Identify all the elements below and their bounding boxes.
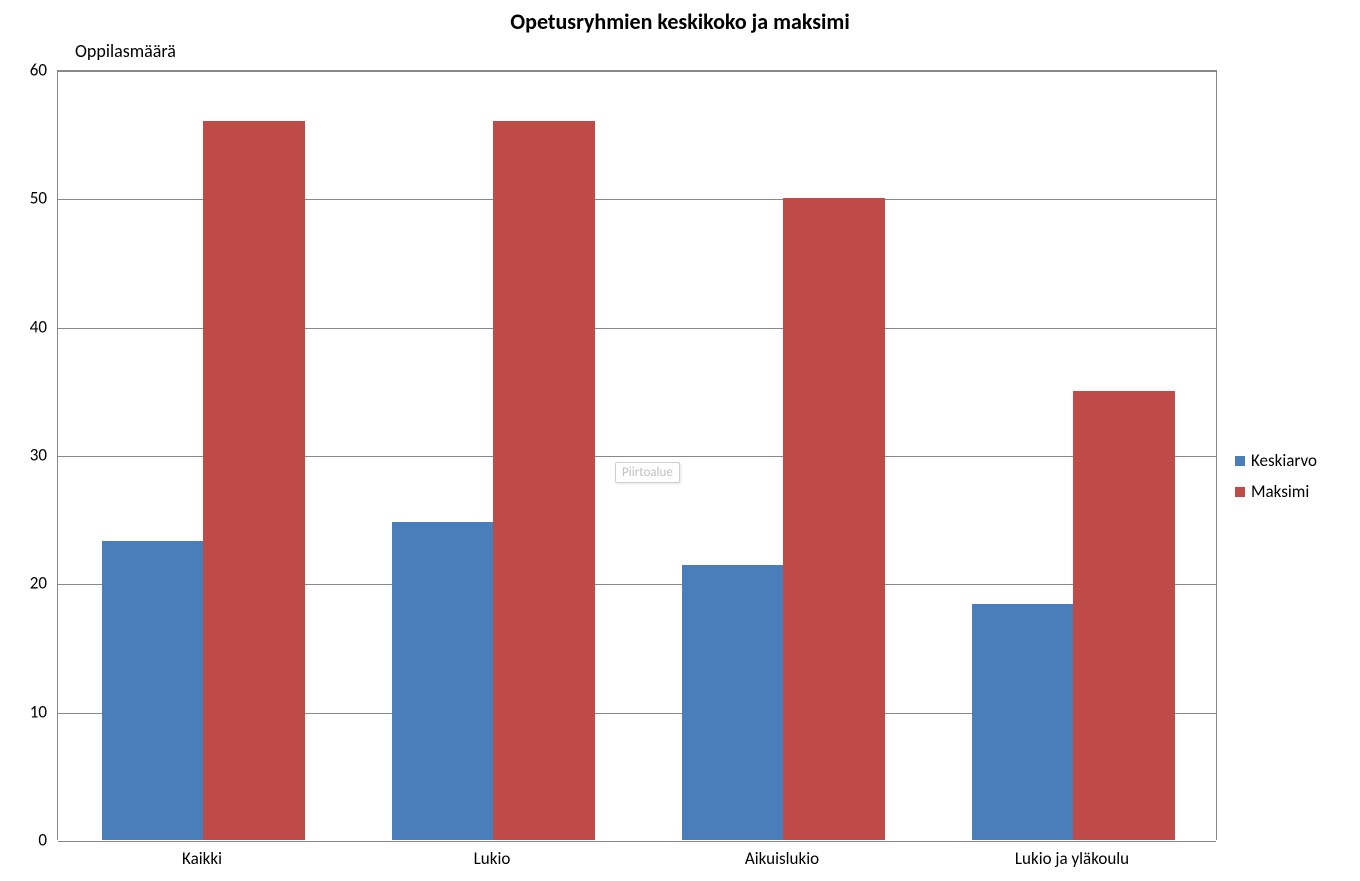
legend-item: Maksimi bbox=[1235, 481, 1317, 502]
gridline bbox=[58, 841, 1216, 842]
legend: Keskiarvo Maksimi bbox=[1235, 450, 1317, 512]
chart-title: Opetusryhmien keskikoko ja maksimi bbox=[0, 8, 1360, 35]
bar bbox=[392, 522, 494, 840]
plot-area-tooltip: Piirtoalue bbox=[615, 462, 680, 483]
x-tick-label: Lukio bbox=[347, 848, 637, 869]
y-axis-label: Oppilasmäärä bbox=[75, 40, 176, 62]
bar bbox=[682, 565, 784, 840]
y-tick-label: 30 bbox=[0, 445, 47, 466]
bar bbox=[493, 121, 595, 840]
legend-swatch bbox=[1235, 456, 1245, 466]
legend-item: Keskiarvo bbox=[1235, 450, 1317, 471]
y-tick-label: 10 bbox=[0, 701, 47, 722]
y-tick-label: 40 bbox=[0, 316, 47, 337]
plot-area bbox=[57, 70, 1217, 840]
legend-swatch bbox=[1235, 487, 1245, 497]
gridline bbox=[58, 71, 1216, 72]
y-tick-label: 0 bbox=[0, 830, 47, 851]
bar bbox=[102, 541, 204, 840]
chart-container: Opetusryhmien keskikoko ja maksimi Oppil… bbox=[0, 0, 1360, 881]
x-tick-label: Aikuislukio bbox=[637, 848, 927, 869]
y-tick-label: 50 bbox=[0, 188, 47, 209]
legend-label: Maksimi bbox=[1251, 481, 1309, 502]
y-tick-label: 20 bbox=[0, 573, 47, 594]
legend-label: Keskiarvo bbox=[1251, 450, 1317, 471]
bar bbox=[972, 604, 1074, 840]
x-tick-label: Kaikki bbox=[57, 848, 347, 869]
bar bbox=[203, 121, 305, 840]
y-tick-label: 60 bbox=[0, 60, 47, 81]
tooltip-text: Piirtoalue bbox=[622, 465, 673, 480]
bar bbox=[1073, 391, 1175, 840]
x-tick-label: Lukio ja yläkoulu bbox=[927, 848, 1217, 869]
bar bbox=[783, 198, 885, 840]
